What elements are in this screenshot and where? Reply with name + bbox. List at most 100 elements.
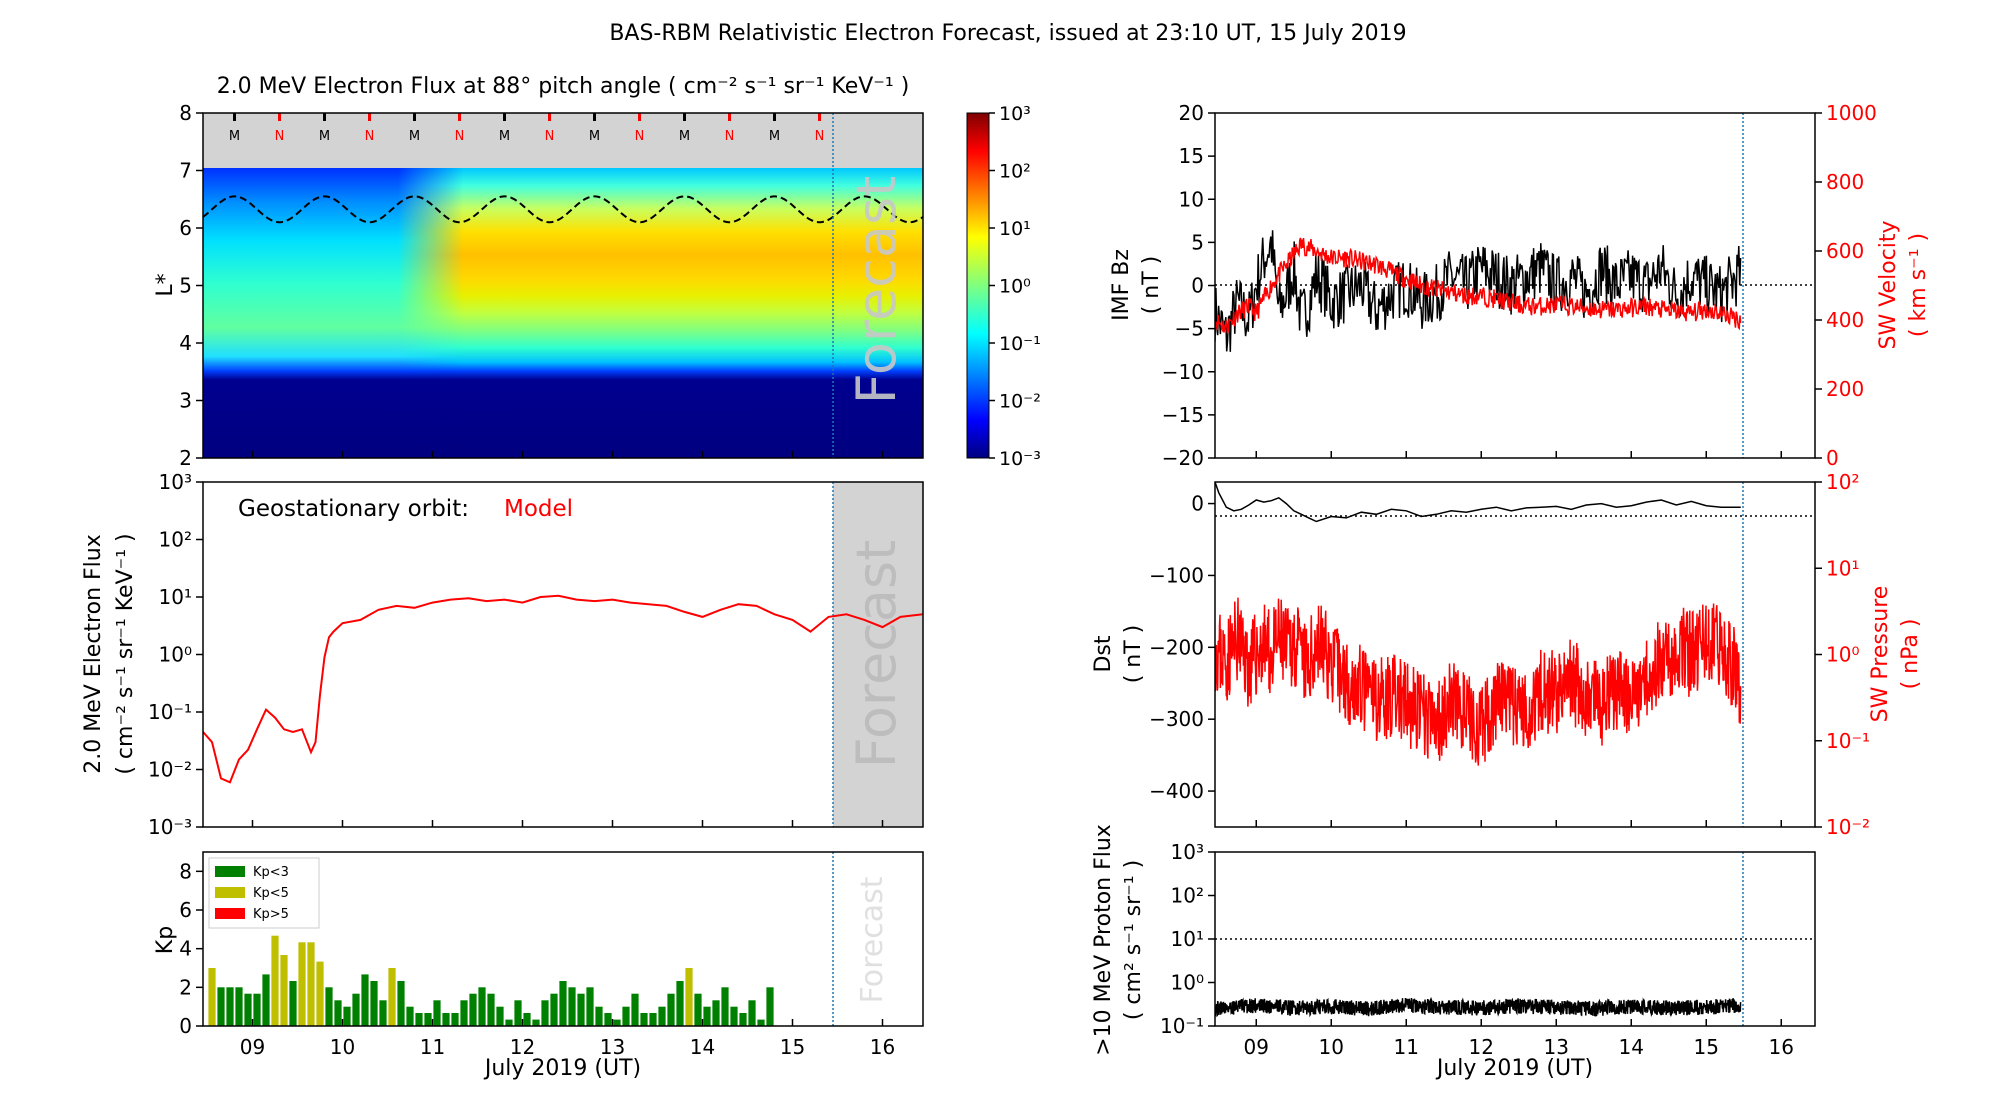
kp-bar xyxy=(442,1013,450,1026)
figure-title: BAS-RBM Relativistic Electron Forecast, … xyxy=(609,21,1406,46)
kp-x-tick-label: 15 xyxy=(780,1035,805,1059)
geo-flux-panel: Forecast Geostationary orbit: Model 10⁻³… xyxy=(81,470,924,839)
kp-bar xyxy=(712,1000,720,1026)
kp-legend-label-mid: Kp<5 xyxy=(253,886,289,901)
dst-y-tick-label: 0 xyxy=(1191,492,1204,516)
kp-bar xyxy=(352,993,360,1026)
kp-bar xyxy=(604,1013,612,1026)
kp-legend-label-high: Kp>5 xyxy=(253,907,289,922)
dst-y-tick-label: −100 xyxy=(1149,563,1204,587)
kp-bar xyxy=(631,993,639,1026)
kp-legend-label-low: Kp<3 xyxy=(253,865,289,880)
colorbar xyxy=(966,112,990,459)
kp-x-tick-label: 11 xyxy=(420,1035,445,1059)
sw-velocity-y-tick-label: 400 xyxy=(1826,308,1864,332)
kp-bar xyxy=(613,1019,621,1026)
sw-velocity-line xyxy=(1215,237,1742,334)
kp-bar xyxy=(226,987,234,1026)
kp-bar xyxy=(316,961,324,1026)
kp-bar xyxy=(532,1019,540,1026)
kp-bar xyxy=(325,987,333,1026)
sw-pressure-ylabel-line2: ( nPa ) xyxy=(1898,619,1923,690)
kp-bar xyxy=(469,993,477,1026)
sw-pressure-y-tick-label: 10⁰ xyxy=(1826,643,1859,667)
kp-bar xyxy=(478,987,486,1026)
kp-y-tick-label: 8 xyxy=(179,859,192,883)
kp-bar xyxy=(694,993,702,1026)
kp-x-tick-label: 14 xyxy=(690,1035,715,1059)
proton-x-tick-label: 13 xyxy=(1544,1035,1569,1059)
imf-panel: −20 −15 −10 −5 0 5 10 15 20 0 200 400 600 800 1000 IM… xyxy=(1109,101,1931,470)
kp-bar xyxy=(595,1006,603,1026)
kp-bar xyxy=(577,993,585,1026)
noon-marker-label: N xyxy=(455,129,465,144)
dst-line xyxy=(1215,482,1741,523)
kp-bar xyxy=(361,974,369,1026)
proton-x-tick-label: 16 xyxy=(1769,1035,1794,1059)
flux-map-y-tick-label: 7 xyxy=(179,159,192,183)
imf-y-tick-label: −20 xyxy=(1162,446,1204,470)
midnight-marker-label: M xyxy=(589,129,600,144)
kp-bar xyxy=(640,1013,648,1026)
proton-y-tick-label: 10⁻¹ xyxy=(1160,1014,1204,1038)
noon-marker-label: N xyxy=(365,129,375,144)
kp-bar xyxy=(388,968,396,1026)
sw-velocity-y-tick-label: 800 xyxy=(1826,170,1864,194)
kp-bar xyxy=(667,993,675,1026)
kp-bar xyxy=(550,993,558,1026)
kp-x-tick-label: 09 xyxy=(240,1035,265,1059)
kp-x-ticks: 09 10 11 12 13 14 15 16 xyxy=(240,1019,895,1059)
proton-ylabel-line1: >10 MeV Proton Flux xyxy=(1091,824,1116,1056)
kp-x-tick-label: 16 xyxy=(870,1035,895,1059)
kp-bar xyxy=(649,1013,657,1026)
proton-x-tick-label: 14 xyxy=(1619,1035,1644,1059)
kp-bar xyxy=(757,1019,765,1026)
sw-pressure-ylabel-line1: SW Pressure xyxy=(1868,586,1893,723)
kp-bar xyxy=(505,1019,513,1026)
kp-legend-swatch-high xyxy=(215,908,245,919)
kp-bar xyxy=(208,968,216,1026)
kp-bar xyxy=(658,1006,666,1026)
kp-bar xyxy=(415,1013,423,1026)
proton-ylabel-line2: ( cm² s⁻¹ sr⁻¹ ) xyxy=(1121,860,1146,1020)
forecast-shade xyxy=(833,482,923,827)
sw-velocity-ylabel-line1: SW Velocity xyxy=(1876,220,1901,349)
kp-bar xyxy=(451,1013,459,1026)
kp-bar xyxy=(523,1013,531,1026)
kp-legend: Kp<3 Kp<5 Kp>5 xyxy=(208,857,320,929)
imf-y-tick-label: 5 xyxy=(1191,230,1204,254)
sw-velocity-ylabel-line2: ( km s⁻¹ ) xyxy=(1906,233,1931,337)
kp-bar xyxy=(748,1000,756,1026)
proton-x-tick-label: 12 xyxy=(1469,1035,1494,1059)
proton-x-tick-label: 11 xyxy=(1394,1035,1419,1059)
sw-pressure-line xyxy=(1215,597,1742,766)
flux-map-early-low-flux xyxy=(203,168,463,458)
kp-bar xyxy=(406,1006,414,1026)
proton-panel: 10⁻¹ 10⁰ 10¹ 10² 10³ >10 MeV Proton Flux ( c… xyxy=(1091,824,1816,1081)
kp-ylabel: Kp xyxy=(153,926,178,954)
kp-x-tick-label: 13 xyxy=(600,1035,625,1059)
kp-bar xyxy=(244,993,252,1026)
sw-pressure-y-tick-label: 10¹ xyxy=(1826,556,1859,580)
kp-bar xyxy=(343,1006,351,1026)
sw-pressure-y-ticks: 10⁻² 10⁻¹ 10⁰ 10¹ 10² xyxy=(1815,470,1870,839)
kp-x-tick-label: 10 xyxy=(330,1035,355,1059)
kp-y-ticks: 0 2 4 6 8 xyxy=(179,859,203,1038)
noon-marker-label: N xyxy=(545,129,555,144)
kp-legend-swatch-mid xyxy=(215,887,245,898)
kp-bar xyxy=(307,942,315,1026)
proton-x-tick-label: 10 xyxy=(1319,1035,1344,1059)
kp-bar xyxy=(397,981,405,1026)
flux-map-y-tick-label: 8 xyxy=(179,101,192,125)
kp-bar xyxy=(541,1000,549,1026)
dst-y-tick-label: −200 xyxy=(1149,635,1204,659)
kp-bar xyxy=(721,987,729,1026)
colorbar-tick-label: 10⁻³ xyxy=(999,448,1041,470)
kp-bar xyxy=(280,955,288,1026)
flux-map-y-tick-label: 6 xyxy=(179,216,192,240)
kp-bar xyxy=(424,1013,432,1026)
kp-bar xyxy=(289,981,297,1026)
kp-bar xyxy=(298,942,306,1026)
